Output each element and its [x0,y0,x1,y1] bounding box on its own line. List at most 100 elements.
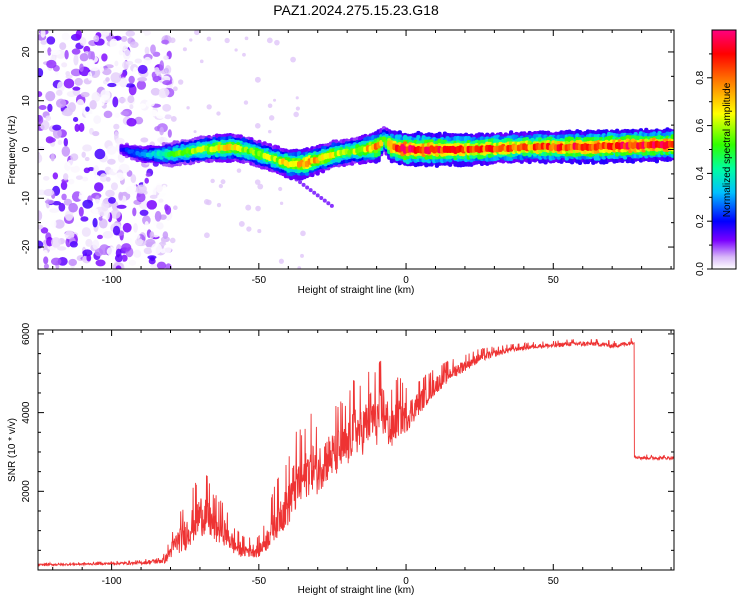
y-tick-label: 20 [21,46,32,58]
noise-blob [122,61,130,70]
noise-blob [57,81,65,92]
noise-blob [83,45,91,53]
noise-dot [295,106,300,111]
noise-blob [99,66,105,73]
y-tick-label: 4000 [21,401,32,424]
noise-dot [199,59,204,64]
echo-dot [322,198,327,203]
noise-dot [206,104,212,110]
noise-blob [47,47,52,56]
y-tick-label: 2000 [21,480,32,503]
noise-blob [133,249,142,258]
noise-blob [65,70,71,77]
echo-dot [298,180,303,185]
noise-blob [79,37,87,46]
noise-blob [143,56,152,65]
noise-blob [54,219,65,229]
noise-dot [216,111,221,116]
noise-blob [137,64,148,74]
noise-dot [290,56,296,63]
chart-title: PAZ1.2024.275.15.23.G18 [273,2,439,18]
noise-blob [81,227,91,237]
noise-blob [100,89,111,101]
y-tick-label: 0 [21,146,32,152]
noise-blob [134,238,144,246]
noise-blob [40,227,49,234]
noise-blob [38,142,42,147]
noise-dot [236,168,242,173]
noise-blob [150,263,159,269]
noise-blob [130,174,137,184]
noise-dot [278,186,283,192]
noise-blob [161,184,167,194]
noise-blob [125,30,136,37]
noise-blob [105,261,112,269]
noise-blob [68,202,78,213]
noise-dot [224,37,230,44]
noise-blob [78,122,85,133]
noise-blob [105,176,111,182]
noise-blob [114,60,119,67]
noise-blob [159,60,165,72]
noise-blob [155,111,166,119]
noise-blob [94,182,104,192]
noise-blob [39,47,46,53]
noise-blob [92,217,98,228]
noise-blob [95,123,103,134]
noise-blob [112,225,121,236]
noise-blob [63,78,75,89]
noise-blob [115,265,122,269]
noise-blob [136,184,147,194]
noise-blob [118,49,123,56]
noise-blob [144,46,150,55]
noise-blob [115,137,125,145]
noise-dot [300,230,306,237]
noise-blob [61,62,68,68]
noise-dot [189,38,193,42]
noise-blob [63,198,73,206]
noise-blob [51,237,62,248]
noise-blob [120,110,130,116]
noise-blob [139,209,149,216]
noise-dot [244,36,249,41]
x-tick-label: -50 [252,576,267,587]
noise-blob [69,241,78,248]
noise-dot [254,122,261,129]
noise-blob [72,86,81,91]
colorbar-tick-label: 0.6 [695,118,706,132]
noise-blob [144,220,149,231]
noise-blob [162,103,172,112]
noise-blob [76,98,85,110]
echo-dot [315,193,320,198]
noise-blob [92,199,103,205]
noise-blob [122,48,131,60]
noise-blob [73,54,79,66]
noise-blob [40,138,45,144]
noise-dot [172,86,178,92]
noise-blob [118,191,124,201]
noise-blob [114,172,125,181]
noise-blob [132,207,137,217]
noise-blob [145,100,155,107]
noise-blob [156,261,167,269]
y-tick-label: -20 [21,239,32,254]
noise-blob [163,55,169,60]
noise-blob [89,99,97,110]
noise-blob [145,36,151,44]
ridge-cell [379,140,384,147]
noise-blob [64,210,74,221]
x-tick-label: 50 [548,275,560,286]
noise-blob [129,41,139,48]
snr-frame [37,329,675,571]
noise-blob [70,165,80,173]
noise-blob [126,170,133,177]
noise-dot [257,183,264,190]
ridge-cell [381,136,387,143]
noise-blob [81,151,86,158]
noise-blob [162,80,173,86]
noise-blob [55,89,63,96]
noise-blob [74,77,83,86]
noise-blob [164,114,172,120]
noise-blob [167,83,173,90]
snr-xlabel: Height of straight line (km) [298,585,415,596]
